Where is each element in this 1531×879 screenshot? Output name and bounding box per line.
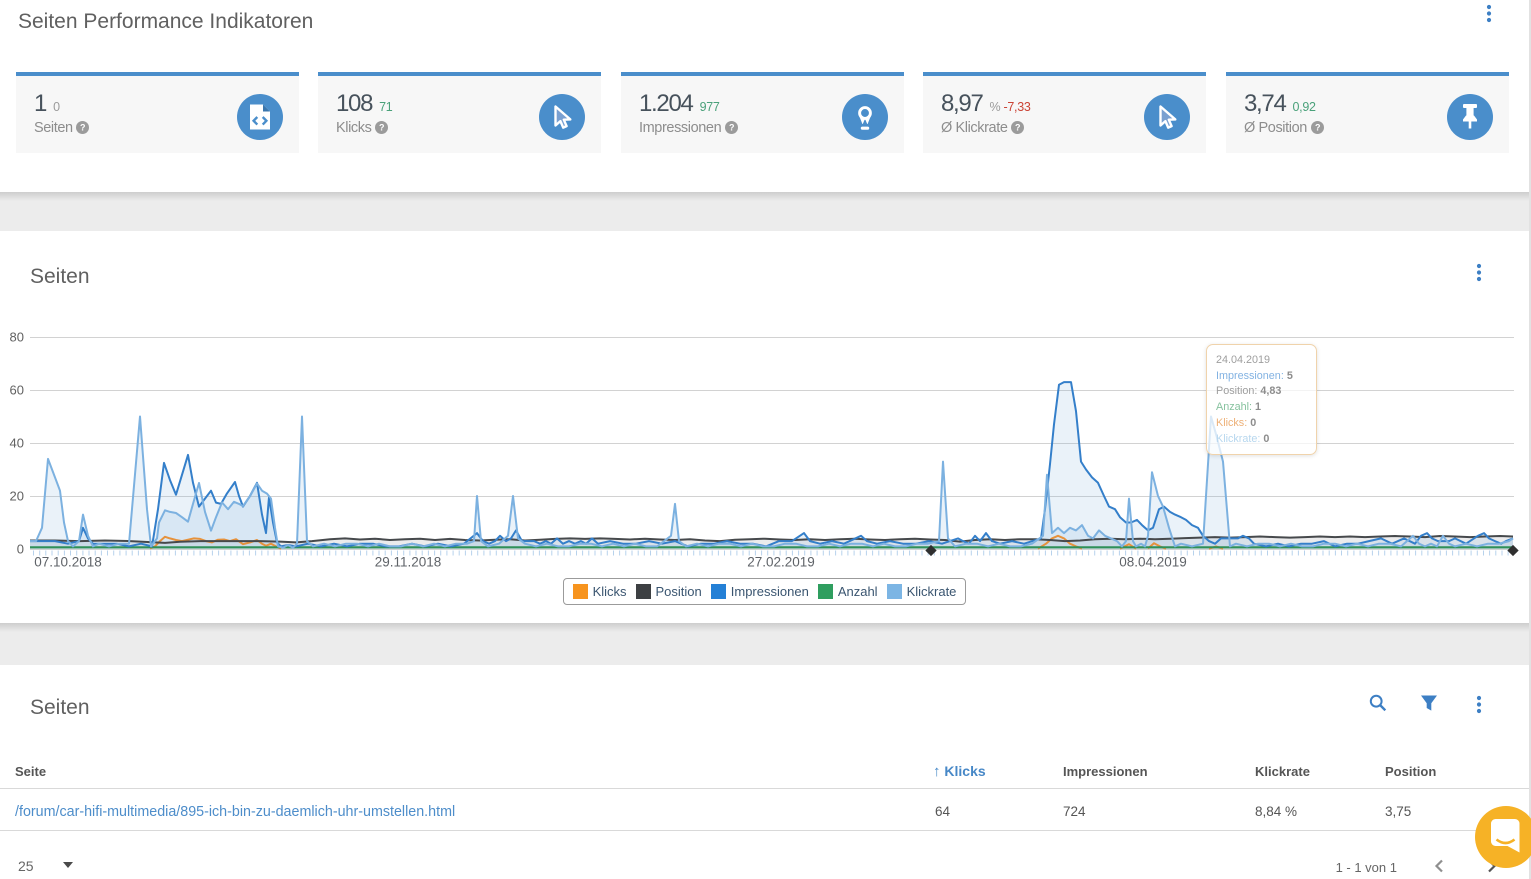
svg-text:40: 40 xyxy=(10,436,24,451)
svg-text:08.04.2019: 08.04.2019 xyxy=(1119,555,1187,570)
svg-text:27.02.2019: 27.02.2019 xyxy=(747,555,815,570)
svg-text:?: ? xyxy=(1015,123,1020,133)
svg-text:?: ? xyxy=(729,123,734,133)
svg-text:?: ? xyxy=(379,123,384,133)
svg-text:?: ? xyxy=(1314,123,1319,133)
svg-text:20: 20 xyxy=(10,489,24,504)
svg-text:29.11.2018: 29.11.2018 xyxy=(375,555,442,570)
svg-text:60: 60 xyxy=(10,383,24,398)
svg-text:80: 80 xyxy=(10,330,24,345)
svg-text:?: ? xyxy=(80,123,85,133)
svg-text:0: 0 xyxy=(17,542,24,557)
svg-text:07.10.2018: 07.10.2018 xyxy=(34,555,102,570)
